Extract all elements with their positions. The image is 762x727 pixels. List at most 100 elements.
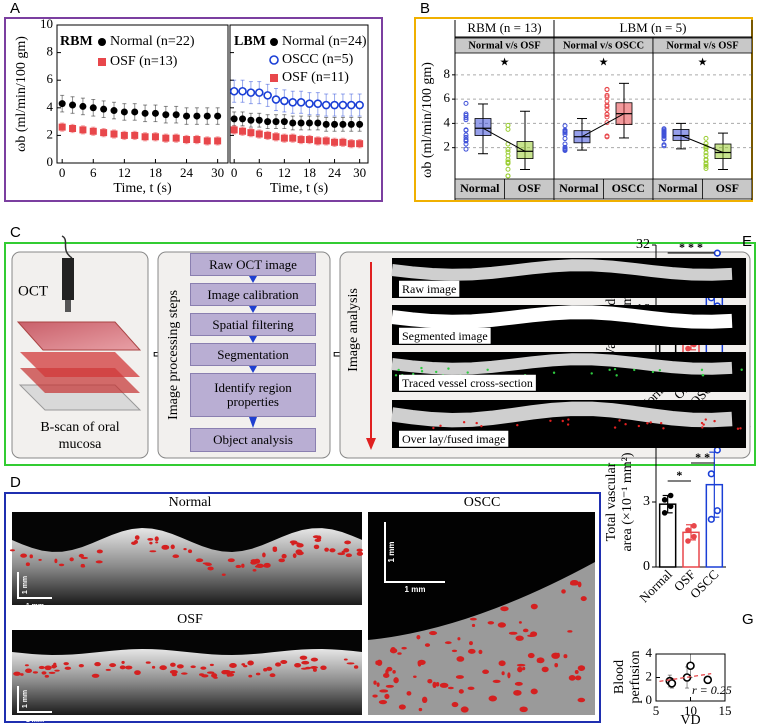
marker — [667, 503, 674, 510]
vessel — [432, 681, 437, 688]
vessel — [376, 682, 380, 687]
vessel — [651, 370, 655, 374]
vessel — [78, 664, 84, 668]
scatter-dot — [505, 126, 511, 132]
marker — [347, 140, 355, 148]
vessel — [155, 541, 159, 544]
probe-cable — [61, 235, 73, 259]
step-arrow — [249, 276, 257, 283]
vessel — [54, 669, 60, 672]
vessel — [229, 663, 237, 668]
y-tick-label: 8 — [444, 66, 451, 81]
vessel — [312, 668, 317, 672]
vessel — [376, 659, 383, 666]
vessel — [201, 674, 209, 678]
vessel — [9, 549, 15, 552]
vessel — [527, 652, 535, 659]
tissue — [12, 649, 362, 715]
scatter-dot — [463, 112, 469, 118]
vessel — [241, 563, 245, 568]
marker — [162, 111, 170, 119]
vessel — [44, 665, 52, 671]
vessel — [149, 541, 153, 545]
x-tick-label: 24 — [180, 165, 194, 180]
marker — [151, 109, 159, 117]
scatter-dot — [661, 126, 667, 132]
caption-bg — [399, 374, 536, 391]
marker — [661, 510, 668, 516]
vessel — [188, 549, 193, 554]
vessel — [444, 641, 452, 645]
box-name: Normal — [658, 181, 698, 195]
box-name: OSCC — [612, 181, 645, 195]
scale-label: 1 mm — [22, 576, 29, 594]
vessel — [161, 544, 170, 550]
step: Raw OCT image — [190, 253, 316, 276]
vessel — [329, 548, 336, 553]
step-box: Identify region properties — [190, 373, 316, 417]
vessel — [498, 660, 506, 667]
marker — [280, 118, 288, 126]
marker — [238, 86, 247, 96]
vessel — [170, 544, 175, 550]
vessel — [206, 671, 215, 674]
vessel — [266, 666, 273, 671]
x-tick-label: 5 — [653, 703, 660, 718]
vessel — [700, 421, 704, 425]
vessel — [519, 706, 528, 713]
vessel — [392, 670, 396, 674]
marker — [100, 129, 108, 137]
vessel — [295, 549, 303, 555]
vessel — [345, 553, 353, 558]
vessel — [457, 637, 461, 641]
marker — [89, 104, 97, 112]
marker — [346, 100, 356, 110]
vessel — [320, 665, 327, 671]
scale-bar — [17, 686, 52, 713]
significance-label: ★ — [500, 57, 510, 69]
probe-label: OCT — [18, 283, 48, 299]
comparison-title: Normal v/s OSF — [468, 40, 540, 51]
scale-label: 1 mm — [26, 717, 44, 724]
vessel — [501, 671, 505, 676]
vessel — [254, 565, 261, 568]
vessel — [740, 368, 743, 371]
vessel — [713, 419, 716, 423]
scale-label: 1 mm — [22, 690, 29, 708]
vessel — [397, 368, 400, 372]
vessel — [48, 671, 56, 674]
marker — [313, 99, 323, 108]
marker — [289, 119, 297, 127]
scatter-dot — [505, 153, 511, 159]
vessel — [272, 547, 278, 553]
vessel — [471, 623, 476, 628]
y-tick-label: 32 — [636, 237, 650, 252]
box-name: Normal — [460, 181, 500, 195]
tissue — [368, 562, 595, 715]
vessel — [38, 558, 42, 561]
significance-label: * * — [695, 450, 710, 464]
y-axis-title: ωb (ml/min/100 gm) — [420, 62, 435, 178]
vessel — [252, 568, 257, 572]
marker — [214, 137, 222, 145]
vessel — [145, 661, 151, 664]
vessel — [313, 544, 320, 550]
steps-title: Image processing steps — [166, 290, 181, 420]
y-tick-label: 8 — [47, 44, 54, 59]
scatter-dot — [604, 92, 610, 98]
marker — [686, 661, 695, 671]
vessel — [243, 664, 248, 668]
scatter-dot — [463, 134, 469, 140]
vessel — [488, 695, 498, 702]
vessel — [280, 659, 288, 665]
marker — [110, 107, 118, 115]
vessel — [151, 665, 156, 669]
vessel — [482, 669, 489, 674]
y-tick-label: 2 — [444, 139, 451, 154]
marker — [254, 88, 264, 97]
vessel — [310, 657, 319, 662]
probe — [62, 258, 74, 300]
image-caption: Over lay/fused image — [402, 432, 505, 446]
vessel — [356, 551, 364, 556]
vessel — [530, 631, 538, 637]
